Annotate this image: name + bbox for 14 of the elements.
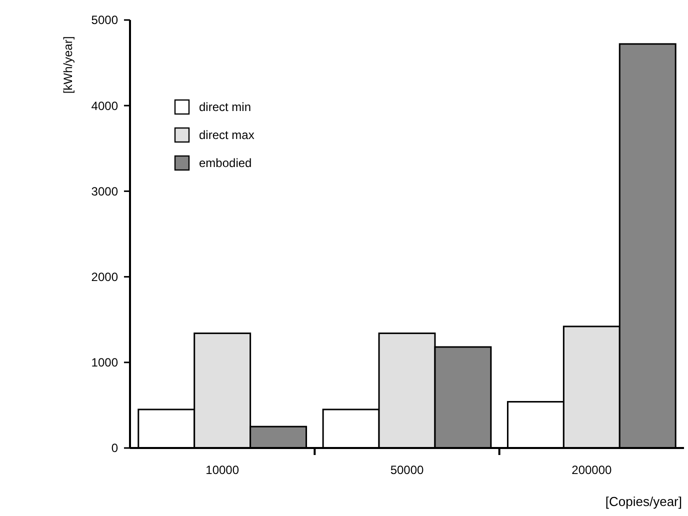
y-tick-label: 1000 <box>91 356 118 370</box>
x-tick-label: 10000 <box>206 463 240 477</box>
legend-label: direct max <box>199 128 254 142</box>
y-axis-title: [kWh/year] <box>61 36 75 94</box>
x-axis-title: [Copies/year] <box>605 494 682 509</box>
legend-label: embodied <box>199 156 252 170</box>
y-tick-label: 4000 <box>91 98 118 113</box>
x-tick-label: 200000 <box>572 463 612 477</box>
y-tick-label: 2000 <box>91 270 118 284</box>
x-tick-label: 50000 <box>390 463 424 477</box>
y-tick-label: 0 <box>111 441 118 456</box>
legend-label: direct min <box>199 100 252 114</box>
y-tick-label: 3000 <box>91 184 118 198</box>
y-tick-label: 5000 <box>91 13 118 28</box>
